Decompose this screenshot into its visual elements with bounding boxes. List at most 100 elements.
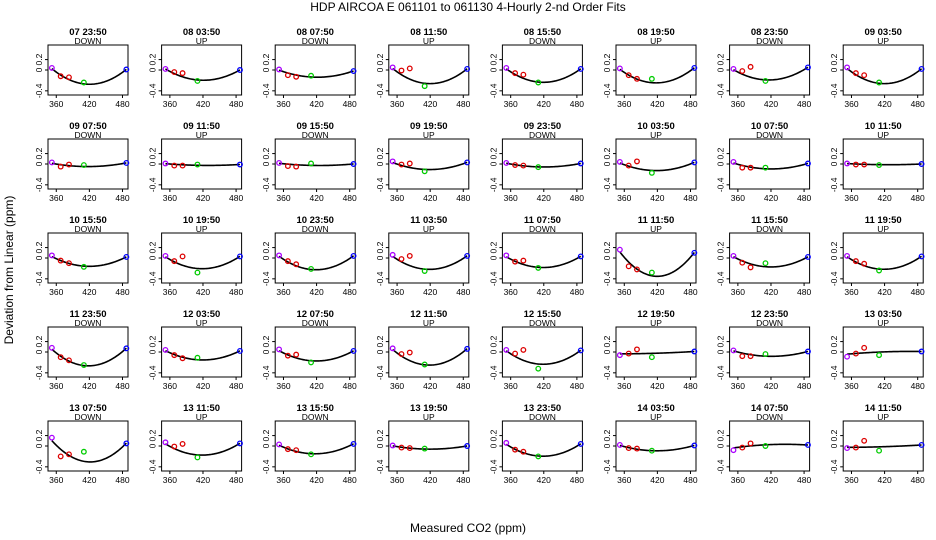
data-point [730, 447, 737, 454]
data-point [123, 160, 130, 166]
data-point [464, 66, 471, 72]
data-point [844, 160, 851, 167]
x-tick-label: 420 [877, 193, 891, 203]
data-point [66, 161, 72, 168]
panel-direction: DOWN [75, 36, 102, 46]
y-tick-label: 0.2 [488, 335, 498, 347]
data-point [762, 351, 769, 358]
data-point [762, 443, 769, 449]
y-tick-label: 0 [34, 161, 44, 166]
data-point [918, 66, 925, 72]
panel-direction: DOWN [756, 36, 783, 46]
data-point [236, 67, 243, 73]
x-tick-label: 420 [423, 193, 437, 203]
y-tick-label: -0.4 [602, 365, 612, 380]
data-point [48, 344, 55, 351]
x-tick-label: 480 [115, 475, 129, 485]
x-axis-label: Measured CO2 (ppm) [410, 521, 526, 535]
data-point [66, 74, 72, 81]
fit-curve [165, 162, 240, 167]
y-tick-label: 0 [34, 67, 44, 72]
data-point [747, 164, 754, 171]
x-tick-label: 480 [683, 287, 697, 297]
panel-title: 09 03:50 [864, 27, 902, 38]
data-point [123, 440, 130, 447]
x-tick-label: 420 [309, 99, 323, 109]
y-tick-label: 0 [261, 255, 271, 260]
fit-curve [165, 442, 241, 456]
panel-title: 11 03:50 [410, 215, 447, 226]
panel-title: 08 03:50 [183, 27, 221, 38]
y-tick-label: 0 [488, 443, 498, 448]
data-point [350, 68, 357, 74]
panel-direction: DOWN [529, 412, 556, 422]
y-tick-label: 0 [148, 349, 158, 354]
data-point [520, 162, 527, 169]
y-tick-label: 0 [716, 349, 726, 354]
data-point [66, 357, 72, 364]
data-point [577, 440, 584, 447]
y-tick-label: -0.4 [261, 459, 271, 474]
data-point [535, 79, 542, 86]
data-point [876, 447, 883, 454]
y-tick-label: 0 [148, 67, 158, 72]
data-point [691, 64, 698, 71]
panel-direction: UP [650, 130, 662, 140]
data-point [691, 442, 698, 449]
panel-direction: UP [423, 318, 435, 328]
data-point [918, 253, 925, 260]
x-tick-label: 420 [764, 475, 778, 485]
data-point [57, 453, 64, 460]
x-tick-label: 360 [504, 381, 518, 391]
data-point [284, 72, 291, 79]
data-point [80, 362, 87, 368]
fit-curve [846, 67, 923, 85]
y-tick-label: 0 [602, 67, 612, 72]
panel-direction: UP [196, 224, 208, 234]
data-point [276, 66, 283, 73]
y-tick-label: 0 [375, 67, 385, 72]
y-tick-label: 0 [488, 349, 498, 354]
data-point [747, 264, 754, 271]
panel-title: 13 19:50 [410, 403, 448, 414]
data-point [844, 353, 851, 360]
panel-title: 12 23:50 [751, 309, 789, 320]
panel-title: 09 23:50 [524, 121, 562, 132]
x-tick-label: 480 [343, 287, 357, 297]
panel-title: 13 23:50 [524, 403, 562, 414]
x-tick-label: 480 [229, 475, 243, 485]
data-point [179, 70, 186, 77]
fit-curve [505, 443, 582, 457]
panel-title: 11 11:50 [638, 215, 674, 226]
data-point [48, 159, 55, 166]
y-tick-label: 0.2 [602, 241, 612, 253]
x-tick-label: 480 [456, 193, 470, 203]
x-tick-label: 360 [504, 193, 518, 203]
y-tick-label: 0.2 [261, 53, 271, 65]
data-point [520, 448, 527, 455]
data-point [389, 158, 396, 165]
x-tick-label: 420 [764, 193, 778, 203]
x-tick-label: 480 [570, 475, 584, 485]
y-tick-label: 0.2 [148, 335, 158, 347]
y-tick-label: 0.2 [148, 429, 158, 441]
data-point [406, 252, 413, 259]
panel-title: 10 15:50 [69, 215, 107, 226]
data-point [162, 346, 169, 353]
data-point [852, 70, 859, 77]
data-point [57, 257, 64, 264]
panel-title: 13 15:50 [296, 403, 334, 414]
x-tick-label: 420 [423, 287, 437, 297]
y-tick-label: 0.2 [716, 53, 726, 65]
data-point [520, 71, 527, 78]
y-tick-label: -0.4 [716, 177, 726, 192]
data-point [691, 249, 698, 256]
data-point [844, 64, 851, 71]
y-tick-label: -0.4 [602, 83, 612, 98]
data-point [625, 350, 632, 357]
y-tick-label: -0.4 [261, 365, 271, 380]
panel-title: 08 19:50 [637, 27, 675, 38]
data-point [421, 361, 428, 368]
